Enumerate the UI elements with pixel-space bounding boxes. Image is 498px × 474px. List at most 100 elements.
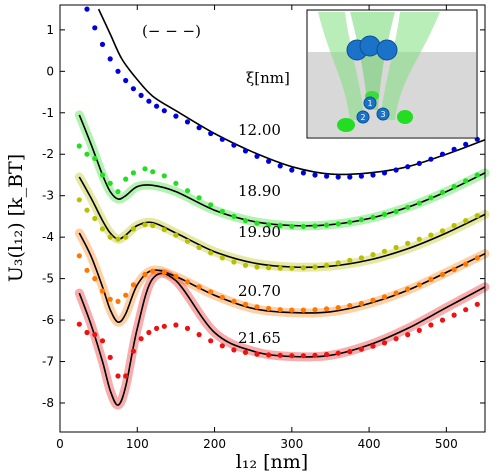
data-point [439,151,446,157]
data-point [439,189,446,195]
data-point [150,268,156,274]
data-point [123,292,129,298]
data-point [184,238,191,244]
data-point [266,158,272,164]
data-point [84,207,90,213]
data-point [242,148,249,154]
inset-light-cone-center [350,12,395,110]
data-point [324,262,330,268]
data-point [76,143,82,149]
data-point [347,303,353,309]
series-label: 18.90 [238,182,281,200]
data-point [107,234,113,240]
data-point [335,221,341,227]
inset-illustration: 1 2 3 [306,9,478,139]
axis-ticks: 0 100 200 300 400 500 1 0 -1 -2 -3 -4 -5 -6 -7 -8 [42,5,485,451]
data-point [196,284,202,290]
data-point [416,282,422,288]
data-point [84,6,90,12]
data-point [242,349,249,355]
data-point [474,255,480,261]
inset-label-1: 1 [367,99,372,108]
data-point [300,265,306,271]
data-point [184,119,191,125]
data-point [123,373,129,379]
x-tick-label: 300 [280,437,303,451]
data-point [161,269,167,275]
data-point [289,223,295,229]
data-point [324,173,330,179]
data-point [335,260,341,266]
data-point [99,226,106,232]
data-point [312,307,318,313]
data-point [358,255,364,261]
data-point [254,153,260,159]
data-point [254,264,260,270]
inset-label-2: 2 [360,113,365,122]
data-point [381,248,388,254]
y-tick-label: -3 [42,189,54,203]
data-point [123,234,129,240]
data-point [451,266,457,273]
data-point [173,180,179,186]
data-point [428,232,434,238]
data-point [439,271,446,278]
data-point [428,195,434,201]
data-point [358,173,364,179]
data-point [405,286,411,292]
x-axis-label: l₁₂ [nm] [236,451,308,473]
data-point [219,136,225,142]
y-tick-label: -4 [42,230,54,244]
y-tick-label: -7 [42,355,54,369]
data-point [173,232,179,238]
data-point [142,271,148,278]
data-point [277,307,283,313]
series-label: 19.90 [238,223,281,241]
data-point [381,340,388,346]
data-point [451,184,457,190]
y-tick-label: -6 [42,313,54,327]
y-axis-label: U₃(l₁₂) [k_BT] [5,154,27,282]
data-point [161,227,167,233]
data-point [370,172,376,178]
series-label: 12.00 [238,121,281,139]
data-point [266,305,272,312]
data-point [335,350,341,356]
data-point [254,220,260,226]
data-point [208,289,214,295]
data-point [142,222,148,228]
data-point [208,130,214,137]
data-point [254,351,260,357]
data-point [146,329,152,336]
data-point [173,322,179,328]
data-point [219,208,225,215]
data-point [277,352,283,358]
data-point [76,197,82,203]
data-point [300,170,306,176]
data-point [266,265,272,271]
series-label: 21.65 [238,329,281,347]
y-tick-label: -2 [42,147,54,161]
data-point [474,301,480,307]
data-point [393,336,399,342]
data-point [312,264,318,270]
xi-header: ξ[nm] [246,69,290,87]
data-point [277,265,283,271]
data-point [439,317,446,323]
data-point [92,332,98,338]
inset-light-cone-left [318,12,365,120]
data-point [196,244,202,251]
inset-label-3: 3 [380,110,385,119]
data-point [428,276,434,282]
data-point [324,351,330,358]
data-point [92,155,98,161]
legend-label: (− − −) [142,22,201,40]
data-point [358,300,364,307]
data-point [154,325,160,331]
data-point [416,160,422,166]
data-point [115,68,121,74]
data-point [115,373,121,379]
data-point [451,312,457,318]
data-point [405,240,411,246]
data-point [107,56,113,62]
